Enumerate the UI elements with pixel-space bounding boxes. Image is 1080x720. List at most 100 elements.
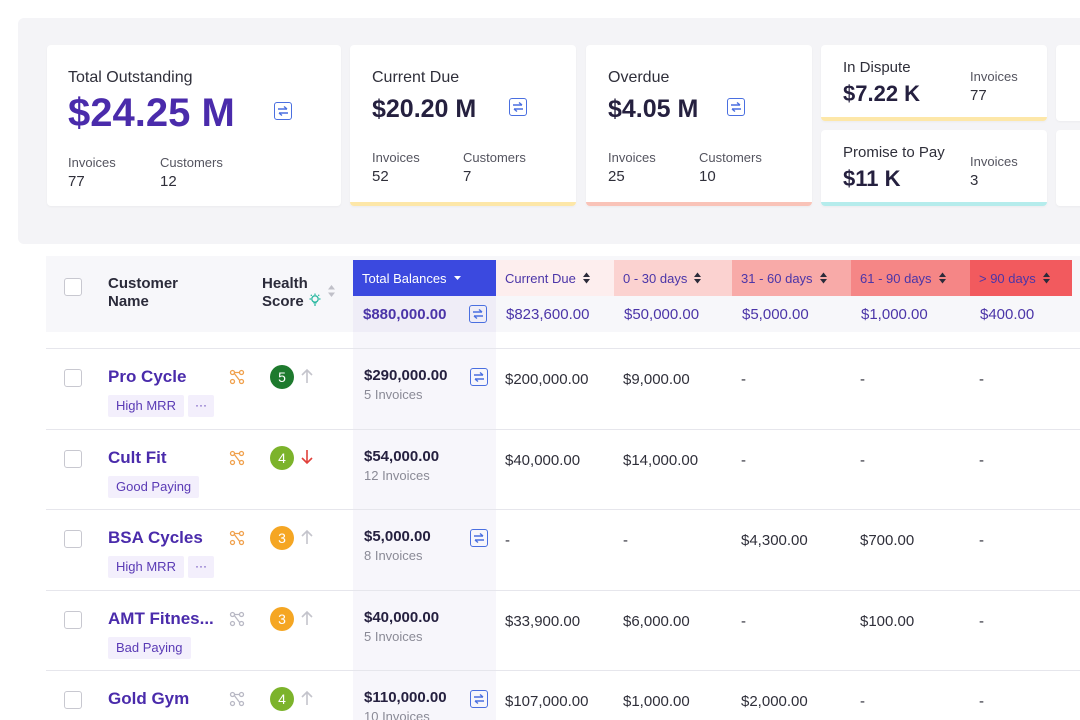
aging-cell-d0_30: $1,000.00 — [623, 693, 690, 710]
customers-label: Customers — [463, 150, 526, 165]
column-total-1: $823,600.00 — [496, 296, 614, 332]
customer-name-link[interactable]: AMT Fitnes... — [108, 608, 214, 628]
column-total-2: $50,000.00 — [614, 296, 732, 332]
card-current-due[interactable]: Current Due $20.20 M Invoices 52 Custome… — [350, 45, 576, 206]
card-overdue[interactable]: Overdue $4.05 M Invoices 25 Customers 10 — [586, 45, 812, 206]
card-amount: $24.25 M — [68, 91, 235, 135]
customer-name-header[interactable]: Customer Name — [108, 275, 179, 310]
invoice-count[interactable]: 5 Invoices — [364, 387, 423, 402]
customer-name-link[interactable]: BSA Cycles — [108, 528, 203, 547]
invoice-count[interactable]: 12 Invoices — [364, 467, 430, 483]
total-balance-value: $290,000.00 — [364, 367, 448, 384]
hierarchy-icon[interactable] — [229, 369, 245, 385]
table-row[interactable]: Gold Gym 4 $110,000.00 10 Invoices $107,000.… — [46, 670, 1080, 720]
health-score-badge: 3 — [270, 526, 294, 550]
select-all-checkbox[interactable] — [64, 278, 82, 296]
invoices-label: Invoices — [970, 69, 1018, 84]
sort-icon[interactable] — [327, 284, 336, 298]
invoices-label: Invoices — [608, 150, 656, 165]
card-title: Promise to Pay — [843, 144, 945, 161]
card-total-outstanding[interactable]: Total Outstanding $24.25 M Invoices 77 C… — [47, 45, 341, 206]
swap-icon[interactable] — [727, 98, 745, 116]
customers-label: Customers — [699, 150, 762, 165]
total-balance-column-bg — [353, 296, 496, 720]
hierarchy-icon[interactable] — [229, 611, 245, 627]
customer-tag: High MRR — [108, 395, 184, 417]
column-header-label: 61 - 90 days — [860, 270, 932, 286]
more-tags-button[interactable]: ··· — [188, 556, 214, 578]
row-checkbox[interactable] — [64, 449, 82, 468]
column-total-value: $400.00 — [980, 305, 1035, 323]
column-total-0: $880,000.00 — [353, 296, 496, 332]
swap-icon[interactable] — [470, 368, 488, 386]
customers-count: 7 — [463, 168, 472, 185]
invoices-label: Invoices — [372, 150, 420, 165]
aging-cell-d31_60: - — [741, 371, 746, 388]
invoice-count[interactable]: 5 Invoices — [364, 628, 423, 644]
card-amount: $4.05 M — [608, 95, 699, 123]
health-score-badge: 3 — [270, 606, 294, 631]
aging-cell-d61_90: - — [860, 451, 865, 469]
row-checkbox[interactable] — [64, 610, 82, 629]
customer-name-link[interactable]: Gold Gym — [108, 689, 190, 708]
hierarchy-icon[interactable] — [229, 691, 245, 707]
table-row[interactable]: Pro Cycle High MRR ··· 5 $290,000.00 5 Invoic… — [46, 348, 1080, 429]
aging-cell-d61_90: - — [860, 371, 865, 388]
aging-cell-d90: - — [979, 451, 984, 469]
row-checkbox[interactable] — [64, 369, 82, 387]
customer-tag: High MRR — [108, 556, 184, 578]
arrow-up-icon — [301, 610, 313, 625]
column-header-2[interactable]: 0 - 30 days — [614, 260, 732, 296]
table-row[interactable]: AMT Fitnes... Bad Paying 3 $40,000.00 5 Invo… — [46, 589, 1080, 671]
column-header-4[interactable]: 61 - 90 days — [851, 260, 970, 296]
more-tags-button[interactable]: ··· — [188, 395, 214, 417]
aging-cell-d61_90: $700.00 — [860, 532, 915, 549]
card-title: Current Due — [372, 69, 460, 86]
invoices-count: 77 — [970, 87, 987, 104]
swap-icon[interactable] — [509, 98, 527, 116]
hierarchy-icon[interactable] — [229, 530, 245, 546]
aging-cell-d31_60: - — [741, 451, 746, 469]
swap-icon[interactable] — [470, 529, 488, 547]
card-promise-to-pay[interactable]: Promise to Pay $11 K Invoices 3 — [821, 130, 1047, 206]
aging-cell-d61_90: - — [860, 693, 865, 710]
customer-name-link[interactable]: Pro Cycle — [108, 367, 187, 386]
invoice-count[interactable]: 10 Invoices — [364, 709, 430, 720]
column-header-3[interactable]: 31 - 60 days — [732, 260, 851, 296]
card-title: In Dispute — [843, 59, 911, 76]
card-title: Total Outstanding — [68, 69, 193, 86]
sort-icon — [938, 272, 946, 284]
column-header-5[interactable]: > 90 days — [970, 260, 1072, 296]
table-row[interactable]: Cult Fit Good Paying 4 $54,000.00 12 Invoice… — [46, 428, 1080, 510]
swap-icon[interactable] — [470, 690, 488, 708]
aging-cell-current: $200,000.00 — [505, 371, 589, 388]
customer-name-link[interactable]: Cult Fit — [108, 447, 167, 467]
row-checkbox[interactable] — [64, 530, 82, 548]
aging-cell-d31_60: $2,000.00 — [741, 693, 808, 710]
aging-cell-current: $33,900.00 — [505, 612, 581, 630]
health-score-header[interactable]: Health Score — [262, 275, 308, 310]
aging-cell-d31_60: $4,300.00 — [741, 532, 808, 549]
swap-icon[interactable] — [274, 102, 292, 120]
health-score-badge: 4 — [270, 687, 294, 711]
customer-tag: Good Paying — [108, 475, 200, 498]
caret-down-icon — [453, 276, 461, 280]
arrow-down-icon — [301, 449, 313, 464]
sort-icon — [694, 272, 702, 284]
card-amount: $7.22 K — [843, 81, 921, 106]
invoice-count[interactable]: 8 Invoices — [364, 548, 423, 563]
column-total-value: $50,000.00 — [624, 305, 700, 323]
sort-icon — [819, 272, 827, 284]
table-row[interactable]: BSA Cycles High MRR ··· 3 $5,000.00 8 Invoice… — [46, 509, 1080, 590]
aging-cell-d31_60: - — [741, 612, 746, 630]
hierarchy-icon[interactable] — [229, 450, 245, 466]
row-checkbox[interactable] — [64, 691, 82, 709]
card-partial — [1056, 130, 1080, 206]
card-in-dispute[interactable]: In Dispute $7.22 K Invoices 77 — [821, 45, 1047, 121]
column-header-0[interactable]: Total Balances — [353, 260, 496, 296]
total-balance-value: $110,000.00 — [364, 689, 447, 706]
column-header-1[interactable]: Current Due — [496, 260, 614, 296]
aging-cell-current: $107,000.00 — [505, 693, 589, 710]
column-total-value: $1,000.00 — [861, 305, 928, 323]
swap-icon[interactable] — [469, 305, 487, 323]
